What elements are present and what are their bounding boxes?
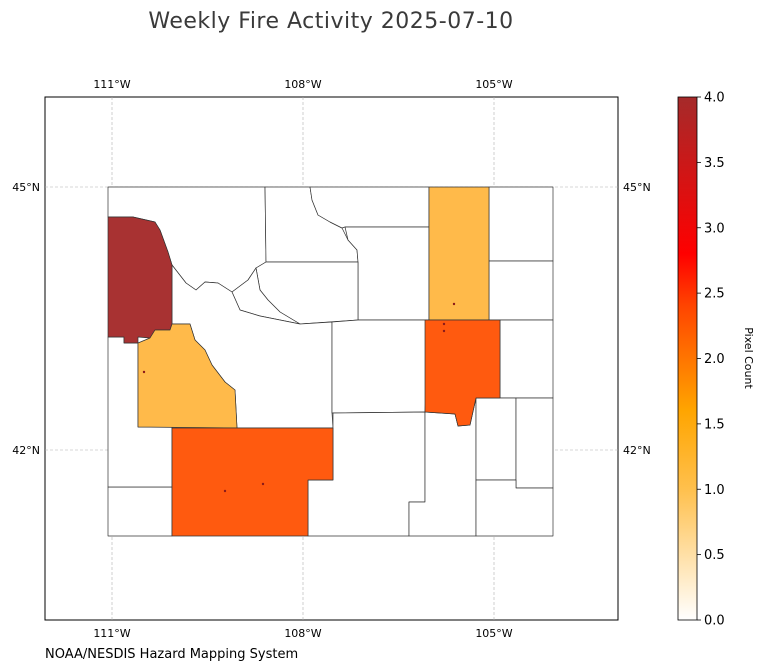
- lon-tick-top-105w: 105°W: [475, 78, 512, 91]
- county-campbell: [428, 186, 490, 321]
- fire-point: [223, 489, 227, 493]
- lat-ticks-right: 45°N 42°N: [623, 181, 651, 457]
- county-uinta: [107, 486, 173, 537]
- colorbar-tick-label: 4.0: [704, 91, 725, 106]
- lon-tick-top-111w: 111°W: [93, 78, 130, 91]
- colorbar-tick-label: 0.5: [704, 548, 725, 563]
- colorbar: 0.0 0.5 1.0 1.5 2.0 2.5 3.0 3.5 4.0 Pixel Count: [677, 91, 755, 629]
- colorbar-tick-label: 3.5: [704, 156, 725, 171]
- county-platte: [475, 397, 517, 481]
- fire-point: [261, 482, 265, 486]
- colorbar-tick-label: 1.5: [704, 417, 725, 432]
- fire-point: [142, 370, 146, 374]
- fire-points: [142, 302, 456, 493]
- colorbar-tick-label: 1.0: [704, 483, 725, 498]
- lon-tick-top-108w: 108°W: [284, 78, 321, 91]
- colorbar-ticks: 0.0 0.5 1.0 1.5 2.0 2.5 3.0 3.5 4.0: [697, 91, 725, 629]
- county-crook: [488, 186, 554, 262]
- source-credit: NOAA/NESDIS Hazard Mapping System: [45, 647, 299, 662]
- colorbar-gradient: [677, 96, 698, 621]
- fire-point: [442, 322, 446, 326]
- lat-tick-right-42n: 42°N: [623, 444, 651, 457]
- colorbar-tick-label: 0.0: [704, 614, 725, 629]
- county-converse: [424, 319, 501, 427]
- lat-tick-left-42n: 42°N: [12, 444, 40, 457]
- fire-point: [452, 302, 456, 306]
- county-laramie: [475, 479, 554, 537]
- lon-ticks-bottom: 111°W 108°W 105°W: [93, 627, 512, 640]
- lon-ticks-top: 111°W 108°W 105°W: [93, 78, 512, 91]
- county-weston: [488, 260, 554, 321]
- county-niobrara: [499, 319, 554, 399]
- county-teton: [107, 216, 173, 344]
- county-lincoln: [137, 323, 238, 429]
- lon-tick-bottom-111w: 111°W: [93, 627, 130, 640]
- colorbar-label: Pixel Count: [742, 327, 755, 389]
- colorbar-tick-label: 2.5: [704, 287, 725, 302]
- fire-point: [442, 329, 446, 333]
- colorbar-tick-label: 2.0: [704, 352, 725, 367]
- map-title: Weekly Fire Activity 2025-07-10: [148, 9, 513, 34]
- map-axes: 111°W 108°W 105°W 111°W 108°W 105°W 45°N…: [12, 78, 650, 640]
- county-layer: [107, 186, 554, 537]
- lon-tick-bottom-105w: 105°W: [475, 627, 512, 640]
- colorbar-tick-label: 3.0: [704, 221, 725, 236]
- county-natrona: [331, 319, 430, 414]
- lat-ticks-left: 45°N 42°N: [12, 181, 40, 457]
- lat-tick-left-45n: 45°N: [12, 181, 40, 194]
- county-sweetwater: [171, 427, 334, 537]
- lon-tick-bottom-108w: 108°W: [284, 627, 321, 640]
- county-goshen: [515, 397, 554, 489]
- lat-tick-right-45n: 45°N: [623, 181, 651, 194]
